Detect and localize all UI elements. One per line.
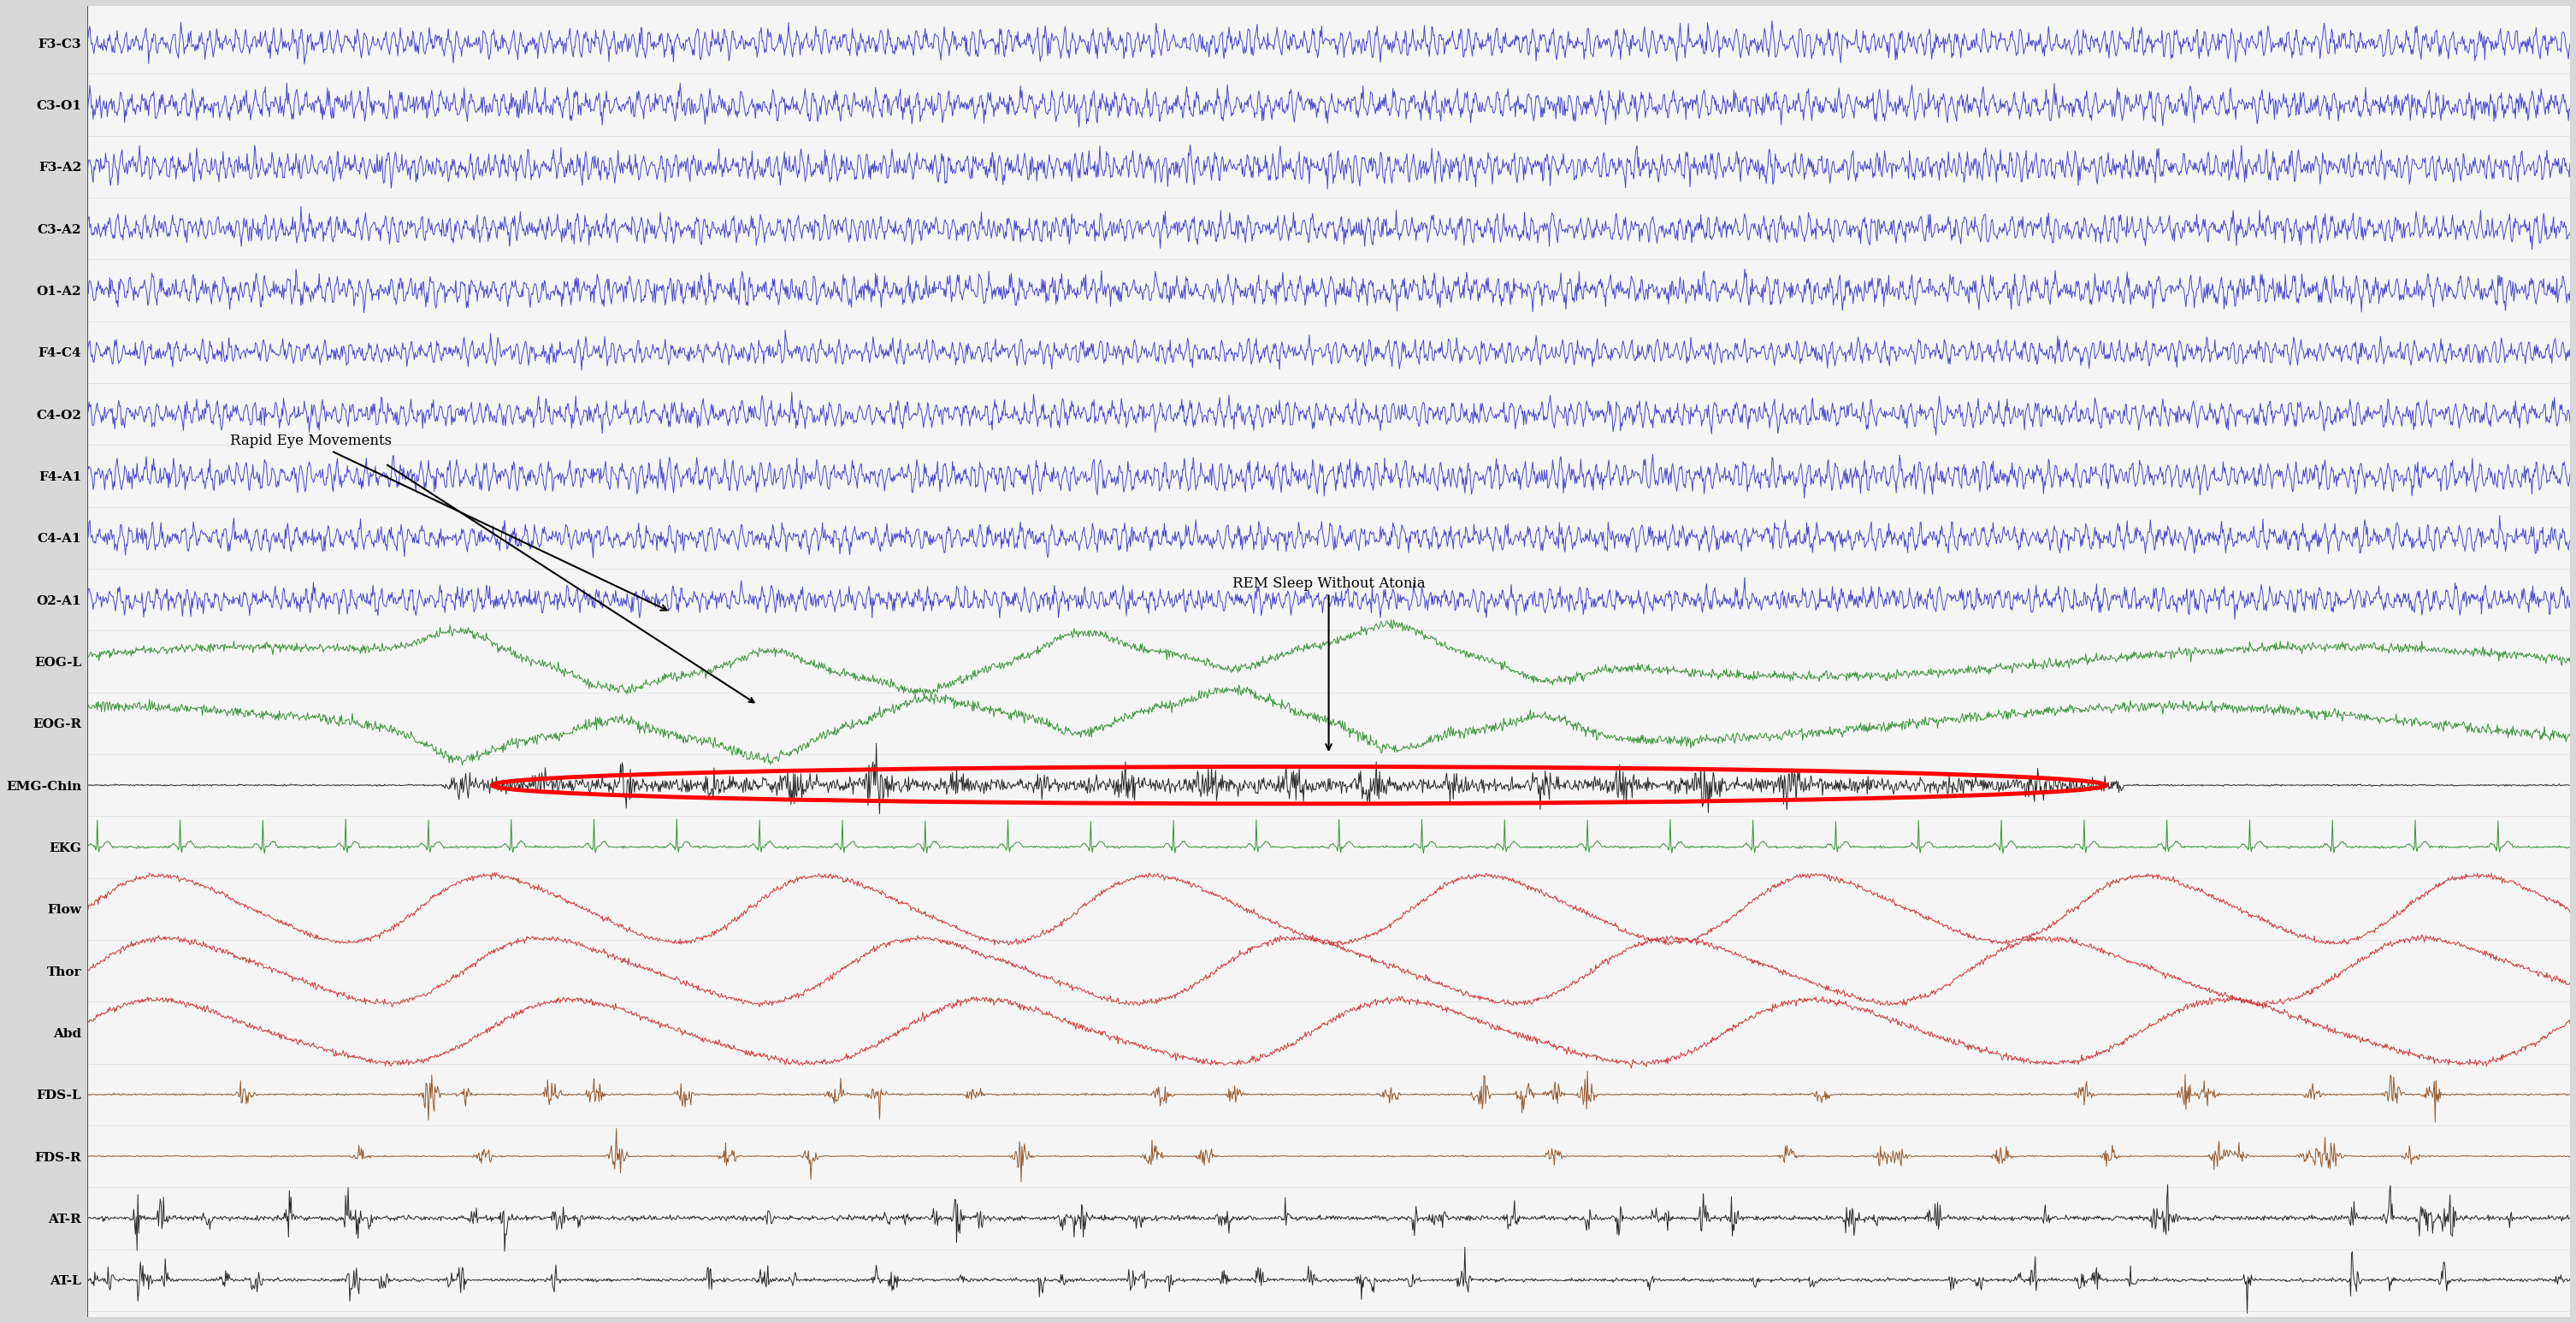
Text: Rapid Eye Movements: Rapid Eye Movements: [229, 434, 667, 610]
Text: REM Sleep Without Atonia: REM Sleep Without Atonia: [1231, 577, 1425, 750]
